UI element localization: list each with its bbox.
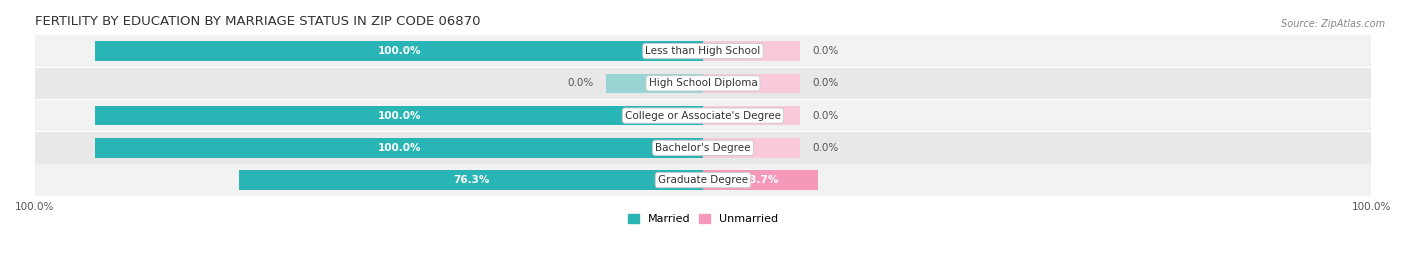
Legend: Married, Unmarried: Married, Unmarried: [623, 209, 783, 228]
Text: Less than High School: Less than High School: [645, 46, 761, 56]
Text: High School Diploma: High School Diploma: [648, 78, 758, 88]
Bar: [606, 74, 703, 93]
Bar: [703, 41, 800, 61]
Text: 23.7%: 23.7%: [742, 175, 779, 185]
Bar: [35, 132, 1371, 164]
Text: Source: ZipAtlas.com: Source: ZipAtlas.com: [1281, 19, 1385, 29]
Bar: [35, 35, 1371, 67]
Text: 76.3%: 76.3%: [453, 175, 489, 185]
Bar: [703, 106, 800, 125]
Text: 0.0%: 0.0%: [813, 78, 838, 88]
Bar: [239, 171, 703, 190]
Text: Bachelor's Degree: Bachelor's Degree: [655, 143, 751, 153]
Text: 0.0%: 0.0%: [568, 78, 593, 88]
Bar: [96, 138, 703, 158]
Text: Graduate Degree: Graduate Degree: [658, 175, 748, 185]
Text: 0.0%: 0.0%: [813, 46, 838, 56]
Text: 100.0%: 100.0%: [377, 46, 420, 56]
Bar: [96, 106, 703, 125]
Text: 0.0%: 0.0%: [813, 143, 838, 153]
Bar: [35, 164, 1371, 196]
Bar: [703, 74, 800, 93]
Bar: [35, 68, 1371, 99]
Text: College or Associate's Degree: College or Associate's Degree: [626, 111, 780, 121]
Text: 0.0%: 0.0%: [813, 111, 838, 121]
Text: FERTILITY BY EDUCATION BY MARRIAGE STATUS IN ZIP CODE 06870: FERTILITY BY EDUCATION BY MARRIAGE STATU…: [35, 15, 481, 28]
Text: 100.0%: 100.0%: [377, 143, 420, 153]
Bar: [96, 41, 703, 61]
Bar: [35, 100, 1371, 131]
Text: 100.0%: 100.0%: [377, 111, 420, 121]
Bar: [703, 138, 800, 158]
Bar: [703, 171, 818, 190]
